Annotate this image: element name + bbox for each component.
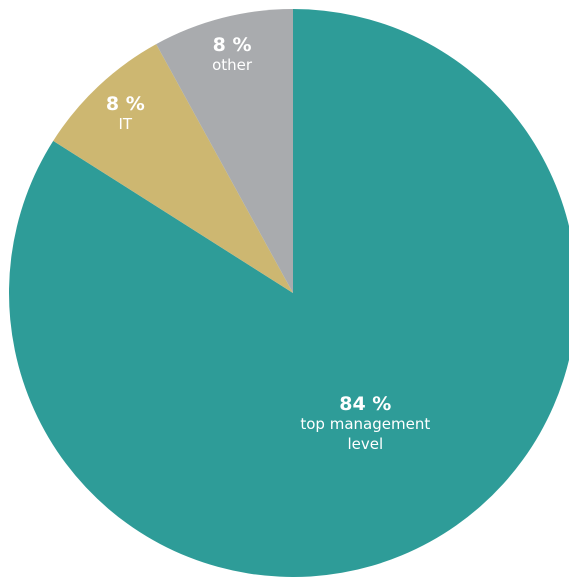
slice-category-label: other [212, 56, 253, 74]
slice-label-0: 84 %top management level [300, 393, 430, 453]
slice-value-label: 8 % [213, 34, 252, 56]
pie-slice-2 [156, 9, 293, 293]
slice-value-label: 84 % [339, 393, 391, 415]
pie-slice-1 [53, 44, 294, 293]
slice-value-label: 8 % [106, 93, 145, 115]
slice-category-label: top management [300, 415, 430, 433]
slice-category-label: level [347, 435, 383, 453]
pie-slices [9, 9, 569, 577]
slice-category-label: IT [119, 115, 133, 133]
slice-label-1: 8 %IT [106, 93, 145, 133]
pie-slice-0 [9, 9, 569, 577]
slice-label-2: 8 %other [212, 34, 253, 74]
